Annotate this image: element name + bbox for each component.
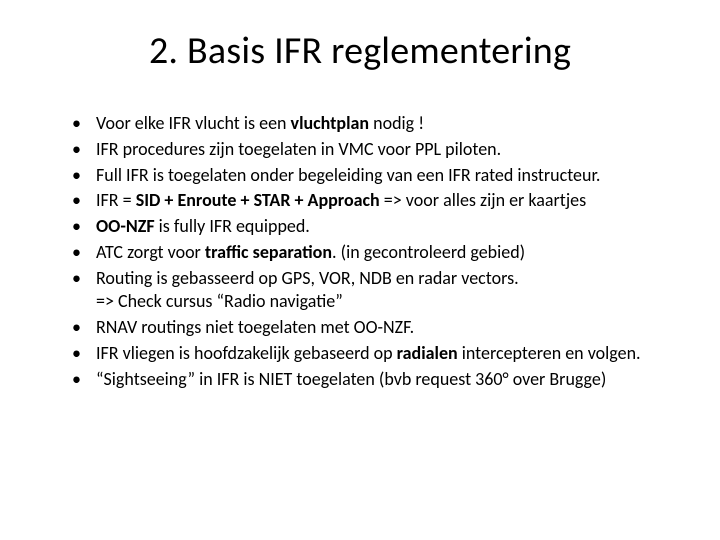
slide: 2. Basis IFR reglementering Voor elke IF… — [0, 0, 720, 540]
bullet-text-pre: Routing is gebasseerd op GPS, VOR, NDB e… — [96, 267, 519, 289]
bullet-text-pre: Voor elke IFR vlucht is een — [96, 112, 291, 134]
bullet-text-bold: radialen — [397, 342, 458, 364]
slide-title: 2. Basis IFR reglementering — [44, 28, 676, 74]
bullet-text-pre: RNAV routings niet toegelaten met OO-NZF… — [96, 316, 414, 338]
bullet-list: Voor elke IFR vlucht is een vluchtplan n… — [44, 112, 676, 391]
list-item: IFR procedures zijn toegelaten in VMC vo… — [72, 138, 676, 162]
list-item: “Sightseeing” in IFR is NIET toegelaten … — [72, 368, 676, 392]
list-item: Routing is gebasseerd op GPS, VOR, NDB e… — [72, 267, 676, 315]
bullet-text-pre: IFR = — [96, 189, 136, 211]
list-item: IFR = SID + Enroute + STAR + Approach =>… — [72, 189, 676, 213]
bullet-text-bold: traffic separation — [205, 241, 332, 263]
list-item: IFR vliegen is hoofdzakelijk gebaseerd o… — [72, 342, 676, 366]
bullet-text-pre: Full IFR is toegelaten onder begeleiding… — [96, 164, 600, 186]
bullet-text-cont: => Check cursus “Radio navigatie” — [96, 290, 676, 314]
bullet-text-pre: IFR procedures zijn toegelaten in VMC vo… — [96, 138, 501, 160]
list-item: OO-NZF is fully IFR equipped. — [72, 215, 676, 239]
bullet-text-post: is fully IFR equipped. — [155, 215, 310, 237]
bullet-text-post: => voor alles zijn er kaartjes — [380, 189, 586, 211]
bullet-text-post: intercepteren en volgen. — [458, 342, 641, 364]
bullet-text-bold: SID + Enroute + STAR + Approach — [136, 189, 380, 211]
list-item: ATC zorgt voor traffic separation. (in g… — [72, 241, 676, 265]
bullet-text-bold: vluchtplan — [291, 112, 370, 134]
bullet-text-post: . (in gecontroleerd gebied) — [332, 241, 525, 263]
bullet-text-post: nodig ! — [369, 112, 424, 134]
list-item: Voor elke IFR vlucht is een vluchtplan n… — [72, 112, 676, 136]
bullet-text-pre: ATC zorgt voor — [96, 241, 205, 263]
bullet-text-pre: “Sightseeing” in IFR is NIET toegelaten … — [96, 368, 606, 390]
list-item: RNAV routings niet toegelaten met OO-NZF… — [72, 316, 676, 340]
list-item: Full IFR is toegelaten onder begeleiding… — [72, 164, 676, 188]
bullet-text-bold: OO-NZF — [96, 215, 155, 237]
bullet-text-pre: IFR vliegen is hoofdzakelijk gebaseerd o… — [96, 342, 397, 364]
